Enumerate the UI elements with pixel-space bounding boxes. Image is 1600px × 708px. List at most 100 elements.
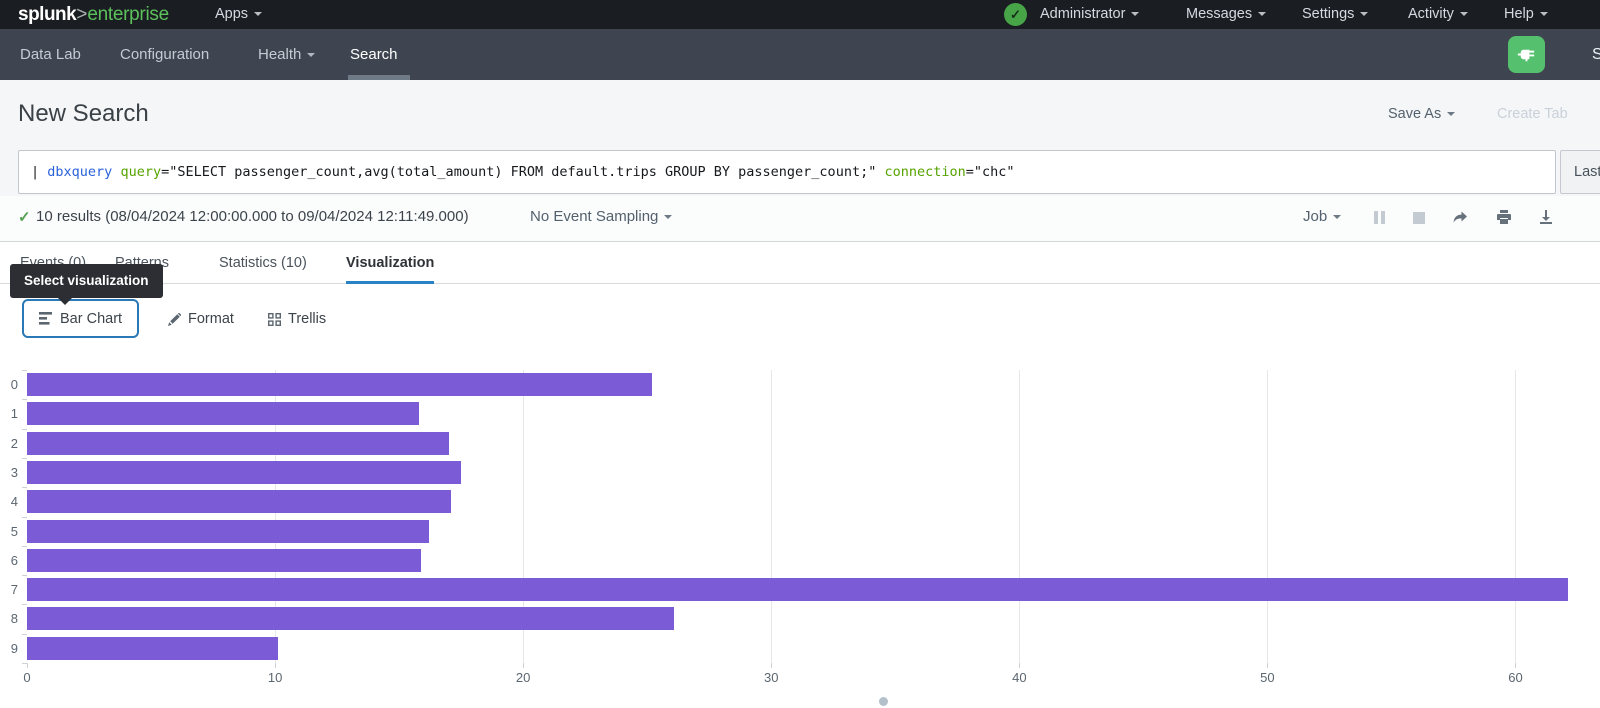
results-check-icon: ✓ xyxy=(18,209,31,226)
format-button[interactable]: Format xyxy=(168,308,234,330)
apps-menu-label: Apps xyxy=(215,6,249,22)
bar-passenger-count-0[interactable] xyxy=(27,373,653,396)
query-sql-string: "SELECT passenger_count,avg(total_amount… xyxy=(169,164,877,180)
settings-menu-label: Settings xyxy=(1302,6,1355,22)
chevron-down-icon xyxy=(254,12,263,16)
y-axis-category-label: 8 xyxy=(10,611,18,627)
messages-menu[interactable]: Messages xyxy=(1186,0,1267,29)
page-title: New Search xyxy=(18,100,149,127)
save-as-button[interactable]: Save As xyxy=(1388,106,1456,122)
download-icon[interactable] xyxy=(1538,209,1554,225)
x-gridline xyxy=(1267,370,1269,663)
tab-visualization[interactable]: Visualization xyxy=(346,242,435,284)
bar-passenger-count-2[interactable] xyxy=(27,431,449,455)
chart-type-picker-button[interactable]: Bar Chart xyxy=(22,299,140,338)
search-query-input[interactable]: | dbxquery query = "SELECT passenger_count… xyxy=(18,150,1556,194)
trellis-label: Trellis xyxy=(288,311,327,327)
select-visualization-tooltip: Select visualization xyxy=(10,264,163,305)
logo-separator: > xyxy=(76,4,88,25)
splunk-enterprise-logo[interactable]: splunk>enterprise xyxy=(18,0,169,29)
top-system-bar: splunk>enterprise Apps ✓ Administrator M… xyxy=(0,0,1600,29)
x-axis-tick-label: 50 xyxy=(1260,670,1275,685)
bar-passenger-count-7[interactable] xyxy=(27,578,1568,602)
y-axis-tick xyxy=(22,457,27,459)
x-axis-tick xyxy=(27,663,28,668)
apps-menu[interactable]: Apps xyxy=(215,0,263,29)
tab-visualization-label: Visualization xyxy=(346,255,435,271)
bar-passenger-count-1[interactable] xyxy=(27,402,419,426)
y-axis-category-label: 2 xyxy=(10,435,18,451)
x-axis-tick-label: 10 xyxy=(267,670,283,685)
active-nav-indicator xyxy=(348,75,410,80)
activity-menu-label: Activity xyxy=(1408,6,1454,22)
nav-data-lab-label: Data Lab xyxy=(20,46,81,63)
chevron-down-icon xyxy=(1258,12,1267,16)
nav-item-health[interactable]: Health xyxy=(258,29,316,80)
x-gridline xyxy=(523,370,525,663)
trellis-button[interactable]: Trellis xyxy=(268,308,326,330)
x-axis-tick-label: 60 xyxy=(1508,670,1523,685)
db-connect-plug-icon[interactable] xyxy=(1508,36,1545,73)
x-axis-tick xyxy=(1019,663,1021,668)
y-axis-category-label: 9 xyxy=(10,640,18,656)
nav-health-label: Health xyxy=(258,46,302,63)
query-command: dbxquery xyxy=(47,164,113,180)
y-axis-category-label: 7 xyxy=(10,582,18,598)
job-status-bar: ✓ 10 results (08/04/2024 12:00:00.000 to… xyxy=(0,196,1600,242)
x-axis-tick xyxy=(275,663,277,668)
app-nav-bar: Data Lab Configuration Health Search S xyxy=(0,29,1600,80)
help-menu[interactable]: Help xyxy=(1504,0,1548,29)
y-axis-tick xyxy=(22,428,27,430)
y-axis-category-label: 3 xyxy=(10,464,18,480)
query-equals: = xyxy=(965,164,974,180)
chevron-down-icon xyxy=(1447,112,1456,116)
bar-chart-visualization: 0 10 20 30 40 50 60 0 1 2 3 4 5 6 7 8 9 xyxy=(0,360,1600,708)
query-pipe: | xyxy=(31,164,48,180)
app-name-partial: S xyxy=(1592,46,1600,63)
y-axis-category-label: 4 xyxy=(10,494,18,510)
x-gridline xyxy=(771,370,773,663)
query-arg-connection: connection xyxy=(884,164,966,180)
tab-statistics[interactable]: Statistics (10) xyxy=(219,242,307,284)
create-table-button-disabled: Create Tab xyxy=(1497,106,1568,122)
administrator-menu-label: Administrator xyxy=(1040,6,1126,22)
share-job-icon[interactable] xyxy=(1452,209,1468,225)
activity-menu[interactable]: Activity xyxy=(1408,0,1468,29)
nav-item-data-lab[interactable]: Data Lab xyxy=(20,29,81,80)
y-axis-tick xyxy=(22,633,27,635)
health-status-icon[interactable]: ✓ xyxy=(1004,3,1027,26)
bar-passenger-count-6[interactable] xyxy=(27,548,422,572)
query-arg-query: query xyxy=(120,164,162,180)
y-axis-tick xyxy=(22,516,27,518)
print-icon[interactable] xyxy=(1496,209,1512,225)
time-range-picker[interactable]: Last xyxy=(1560,150,1600,194)
nav-item-search[interactable]: Search xyxy=(350,29,398,80)
bar-passenger-count-3[interactable] xyxy=(27,460,462,484)
nav-item-configuration[interactable]: Configuration xyxy=(120,29,209,80)
bar-passenger-count-9[interactable] xyxy=(27,636,278,660)
event-sampling-menu[interactable]: No Event Sampling xyxy=(530,208,673,225)
chevron-down-icon xyxy=(1360,12,1369,16)
chevron-down-icon xyxy=(1539,12,1548,16)
save-as-label: Save As xyxy=(1388,106,1442,122)
x-axis-tick-label: 0 xyxy=(23,670,31,685)
stop-job-icon xyxy=(1412,209,1428,225)
job-menu[interactable]: Job xyxy=(1303,208,1342,225)
tab-statistics-label: Statistics (10) xyxy=(219,255,307,271)
y-axis-tick xyxy=(22,663,27,664)
y-axis-tick xyxy=(22,545,27,547)
chevron-down-icon xyxy=(664,215,673,219)
bar-passenger-count-4[interactable] xyxy=(27,490,452,514)
y-axis-category-label: 0 xyxy=(10,377,18,392)
x-axis-tick-label: 40 xyxy=(1012,670,1027,685)
chevron-down-icon xyxy=(1459,12,1468,16)
x-axis-tick-label: 30 xyxy=(764,670,779,685)
query-connection-value: "chc" xyxy=(973,164,1015,180)
settings-menu[interactable]: Settings xyxy=(1302,0,1369,29)
bar-passenger-count-8[interactable] xyxy=(27,607,675,631)
bar-passenger-count-5[interactable] xyxy=(27,519,429,543)
pagination-dot[interactable] xyxy=(879,697,888,706)
event-sampling-label: No Event Sampling xyxy=(530,208,659,225)
administrator-menu[interactable]: Administrator xyxy=(1040,0,1140,29)
